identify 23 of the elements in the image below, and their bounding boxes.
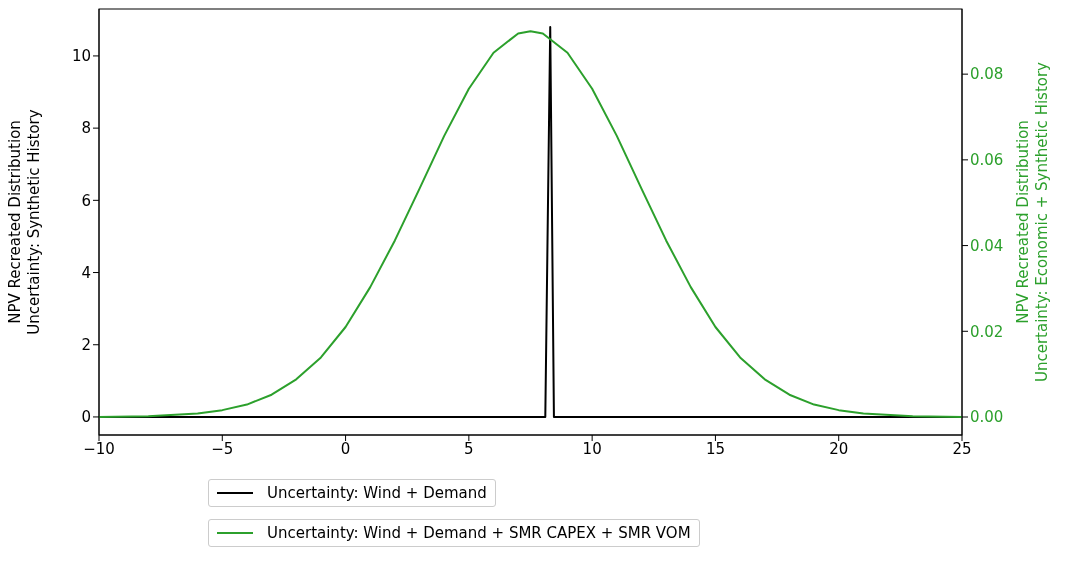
- y-tick-label: 0: [81, 408, 91, 427]
- x-tick-label: 20: [829, 439, 849, 458]
- y-tick-label: 8: [81, 119, 91, 138]
- y-tick-label: 6: [81, 191, 91, 210]
- x-tick-label: 25: [952, 439, 972, 458]
- x-tick-label: 0: [340, 439, 351, 458]
- legend-label: Uncertainty: Wind + Demand: [267, 484, 487, 502]
- x-tick-label: −5: [211, 439, 234, 458]
- y2-tick-label: 0.04: [970, 236, 1004, 255]
- y2-tick-label: 0.02: [970, 322, 1004, 341]
- x-tick-label: 5: [464, 439, 474, 458]
- y2-tick-label: 0.06: [970, 151, 1004, 170]
- y2-tick-label: 0.08: [970, 65, 1004, 84]
- y-tick-label: 10: [71, 47, 91, 66]
- y-tick-label: 2: [81, 336, 91, 355]
- y-axis-title: NPV Recreated Distribution Uncertainty: Synthetic History: [6, 109, 43, 335]
- x-tick-label: −10: [83, 439, 115, 458]
- x-tick-label: 15: [705, 439, 725, 458]
- x-tick-label: 10: [582, 439, 602, 458]
- y2-axis-title: NPV Recreated Distribution Uncertainty: Economic + Synthetic History: [1014, 61, 1051, 383]
- y-tick-label: 4: [81, 263, 91, 282]
- y2-tick-label: 0.00: [970, 408, 1004, 427]
- legend-label: Uncertainty: Wind + Demand + SMR CAPEX + SMR VOM: [267, 524, 691, 542]
